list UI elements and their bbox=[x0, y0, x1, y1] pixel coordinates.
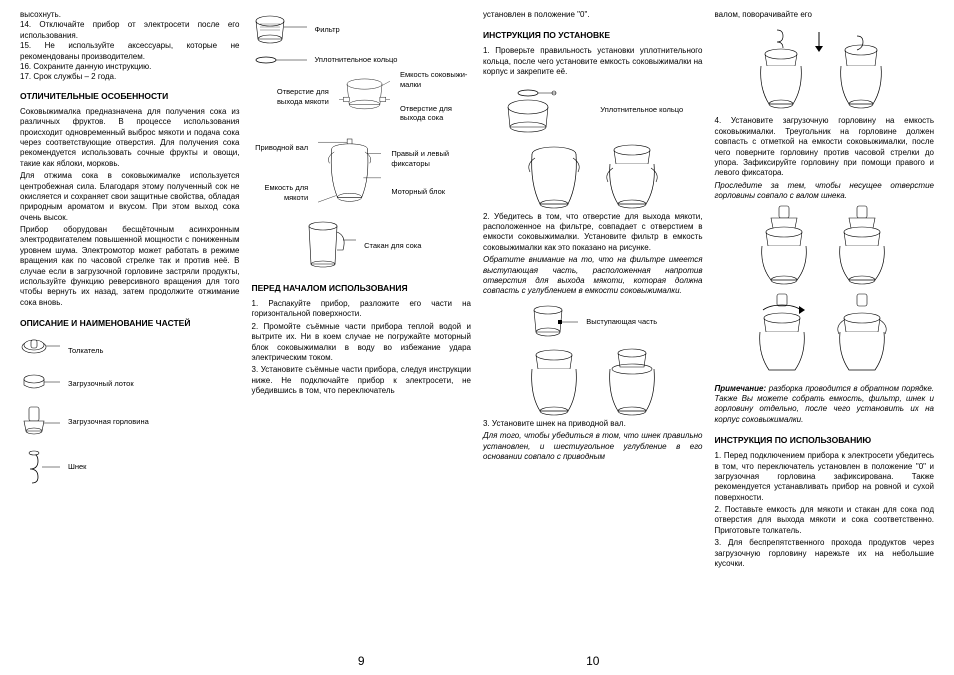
para: Прибор оборудован бесщёточным асинхронны… bbox=[20, 225, 240, 308]
auger-install-icon bbox=[749, 26, 899, 112]
para: Для отжима сока в соковыжималке использу… bbox=[20, 171, 240, 223]
throat-install-icon bbox=[749, 204, 821, 286]
install-step2: Выступающая часть bbox=[483, 302, 703, 342]
page-number: 9 bbox=[252, 649, 472, 670]
base-icon bbox=[518, 345, 590, 419]
para: Примечание: разборка проводится в обратн… bbox=[715, 384, 935, 426]
part-pusher: Толкатель bbox=[20, 337, 240, 365]
tray-icon bbox=[20, 371, 60, 397]
intro-list: высохнуть. 14. Отключайте прибор от элек… bbox=[20, 10, 240, 83]
filter-icon bbox=[252, 13, 307, 47]
install-rotate bbox=[715, 290, 935, 380]
intro-item: 17. Срок службы – 2 года. bbox=[20, 72, 240, 82]
label: Шнек bbox=[68, 462, 86, 472]
part-throat: Загрузочная горловина bbox=[20, 403, 240, 441]
label: Емкость соковыжи-малки bbox=[400, 70, 471, 90]
part-juice-cup: Стакан для сока bbox=[252, 220, 472, 272]
intro-item: 16. Сохраните данную инструкцию. bbox=[20, 62, 240, 72]
label: Моторный блок bbox=[391, 187, 471, 197]
part-auger: Шнек bbox=[20, 447, 240, 487]
heading-parts: ОПИСАНИЕ И НАИМЕНОВАНИЕ ЧАСТЕЙ bbox=[20, 318, 240, 329]
install-step1-bases bbox=[483, 140, 703, 212]
base-filter-icon bbox=[596, 345, 668, 419]
para: Соковыжималка предназначена для получени… bbox=[20, 107, 240, 169]
part-bowl: Отверстие для выхода мякоти Емкость соко… bbox=[252, 70, 472, 123]
note: Проследите за тем, чтобы несущее отверст… bbox=[715, 181, 935, 202]
base-bowl-icon bbox=[596, 140, 668, 212]
install-step1: Уплотнительное кольцо bbox=[483, 83, 703, 137]
para: 3. Установите съёмные части прибора, сле… bbox=[252, 365, 472, 396]
para: 1. Распакуйте прибор, разложите его част… bbox=[252, 299, 472, 320]
part-tray: Загрузочный лоток bbox=[20, 371, 240, 397]
para: установлен в положение "0". bbox=[483, 10, 703, 20]
label: Емкость для мякоти bbox=[252, 183, 309, 203]
cup-icon bbox=[301, 220, 356, 272]
heading-install: ИНСТРУКЦИЯ ПО УСТАНОВКЕ bbox=[483, 30, 703, 41]
para: 3. Установите шнек на приводной вал. bbox=[483, 419, 703, 429]
label: Уплотнительное кольцо bbox=[315, 55, 398, 65]
heading-features: ОТЛИЧИТЕЛЬНЫЕ ОСОБЕННОСТИ bbox=[20, 91, 240, 102]
column-4: валом, поворачивайте его 4. Установ bbox=[715, 10, 935, 670]
intro-item: высохнуть. bbox=[20, 10, 240, 20]
pusher-icon bbox=[20, 337, 60, 365]
heading-before-use: ПЕРЕД НАЧАЛОМ ИСПОЛЬЗОВАНИЯ bbox=[252, 283, 472, 294]
part-filter: Фильтр bbox=[252, 13, 472, 47]
label: Отверстие для выхода мякоти bbox=[252, 87, 329, 107]
page-number: 10 bbox=[483, 649, 703, 670]
motor-icon bbox=[318, 129, 381, 217]
base-icon bbox=[518, 140, 590, 212]
label: Приводной вал bbox=[252, 143, 309, 153]
label: Выступающая часть bbox=[586, 317, 657, 327]
note-label: Примечание: bbox=[715, 384, 767, 393]
column-3: установлен в положение "0". ИНСТРУКЦИЯ П… bbox=[483, 10, 703, 670]
rotate-icon bbox=[749, 290, 899, 380]
throat-install-icon bbox=[827, 204, 899, 286]
intro-item: 14. Отключайте прибор от электросети пос… bbox=[20, 20, 240, 41]
label: Загрузочная горловина bbox=[68, 417, 149, 427]
install-step4 bbox=[715, 204, 935, 286]
ring-install-icon bbox=[502, 83, 592, 137]
para: 3. Для беспрепятственного прохода продук… bbox=[715, 538, 935, 569]
column-1: высохнуть. 14. Отключайте прибор от элек… bbox=[20, 10, 240, 670]
label: Загрузочный лоток bbox=[68, 379, 134, 389]
para: валом, поворачивайте его bbox=[715, 10, 935, 20]
part-motor: Приводной вал Емкость для мякоти Правый … bbox=[252, 129, 472, 217]
throat-icon bbox=[20, 403, 60, 441]
install-step2-bases bbox=[483, 345, 703, 419]
label: Уплотнительное кольцо bbox=[600, 105, 683, 115]
para: 4. Установите загрузочную горловину на е… bbox=[715, 116, 935, 178]
column-2: Фильтр Уплотнительное кольцо Отверстие д… bbox=[252, 10, 472, 670]
label: Отверстие для выхода сока bbox=[400, 104, 471, 124]
para: 2. Поставьте емкость для мякоти и стакан… bbox=[715, 505, 935, 536]
part-ring: Уплотнительное кольцо bbox=[252, 53, 472, 67]
filter-install-icon bbox=[528, 302, 578, 342]
intro-item: 15. Не используйте аксессуары, которые н… bbox=[20, 41, 240, 62]
install-step3 bbox=[715, 26, 935, 112]
bowl-icon bbox=[339, 70, 390, 120]
auger-icon bbox=[20, 447, 60, 487]
para: 1. Проверьте правильность установки упло… bbox=[483, 46, 703, 77]
para: 2. Промойте съёмные части прибора теплой… bbox=[252, 322, 472, 364]
label: Стакан для сока bbox=[364, 241, 421, 251]
note: Для того, чтобы убедиться в том, что шне… bbox=[483, 431, 703, 462]
ring-icon bbox=[252, 53, 307, 67]
label: Фильтр bbox=[315, 25, 340, 35]
heading-usage: ИНСТРУКЦИЯ ПО ИСПОЛЬЗОВАНИЮ bbox=[715, 435, 935, 446]
para: 1. Перед подключением прибора к электрос… bbox=[715, 451, 935, 503]
para: 2. Убедитесь в том, что отверстие для вы… bbox=[483, 212, 703, 254]
label: Толкатель bbox=[68, 346, 103, 356]
label: Правый и левый фиксаторы bbox=[391, 149, 471, 169]
note: Обратите внимание на то, что на фильтре … bbox=[483, 255, 703, 297]
